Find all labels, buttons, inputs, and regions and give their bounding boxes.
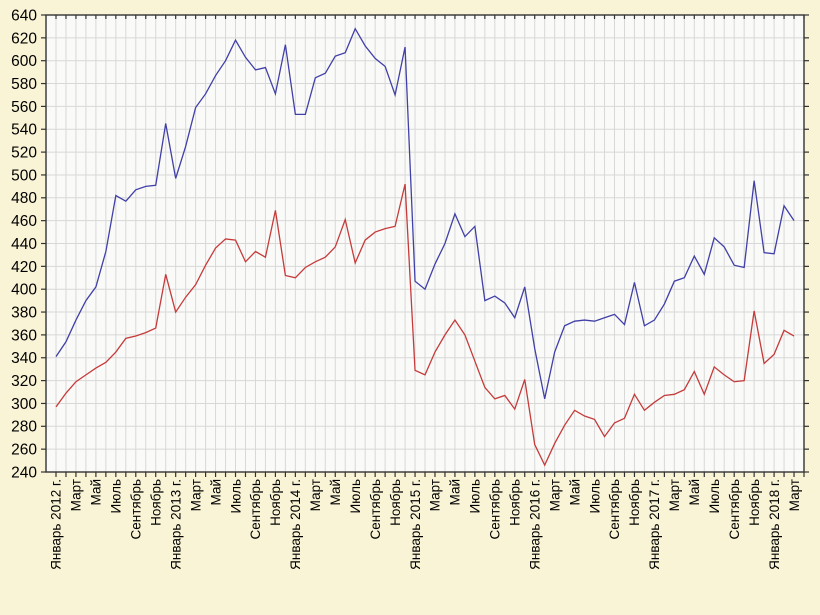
x-tick-label: Май xyxy=(89,479,104,505)
x-tick-label: Июль xyxy=(348,479,363,513)
y-tick-label: 580 xyxy=(11,76,37,93)
y-tick-label: 320 xyxy=(11,373,37,390)
x-tick-label: Сентябрь xyxy=(607,479,622,539)
x-tick-label: Май xyxy=(687,479,702,505)
x-tick-label: Июль xyxy=(707,479,722,513)
y-tick-label: 440 xyxy=(11,236,37,253)
x-tick-label: Ноябрь xyxy=(627,479,642,526)
y-tick-label: 400 xyxy=(11,282,37,299)
x-tick-label: Март xyxy=(787,479,802,511)
x-tick-label: Январь 2014 г. xyxy=(288,479,303,570)
axis-ticks xyxy=(41,14,809,477)
x-tick-label: Май xyxy=(208,479,223,505)
x-tick-label: Ноябрь xyxy=(388,479,403,526)
y-tick-label: 540 xyxy=(11,122,37,139)
x-tick-label: Июль xyxy=(109,479,124,513)
x-tick-label: Сентябрь xyxy=(368,479,383,539)
x-tick-label: Сентябрь xyxy=(129,479,144,539)
x-tick-label: Май xyxy=(567,479,582,505)
series-red-line xyxy=(55,183,795,467)
x-tick-label: Март xyxy=(428,479,443,511)
x-tick-label: Сентябрь xyxy=(248,479,263,539)
y-tick-label: 260 xyxy=(11,442,37,459)
y-tick-label: 620 xyxy=(11,30,37,47)
y-tick-label: 460 xyxy=(11,213,37,230)
x-tick-label: Март xyxy=(188,479,203,511)
x-tick-label: Январь 2015 г. xyxy=(408,479,423,570)
y-tick-label: 600 xyxy=(11,53,37,70)
y-tick-label: 360 xyxy=(11,327,37,344)
x-tick-label: Январь 2017 г. xyxy=(647,479,662,570)
y-tick-label: 380 xyxy=(11,304,37,321)
x-tick-label: Март xyxy=(308,479,323,511)
x-tick-label: Март xyxy=(69,479,84,511)
x-tick-label: Ноябрь xyxy=(747,479,762,526)
x-axis-labels: Январь 2012 г. Март Май Июль Сентябрь Ноябрь Я… xyxy=(49,479,802,570)
x-tick-label: Июль xyxy=(587,479,602,513)
y-axis-labels: 240 260 280 300 320 340 360 380 400 420 440 460 480 5… xyxy=(11,7,37,481)
x-tick-label: Ноябрь xyxy=(148,479,163,526)
y-tick-label: 420 xyxy=(11,259,37,276)
y-tick-label: 300 xyxy=(11,396,37,413)
x-tick-label: Март xyxy=(667,479,682,511)
x-tick-label: Январь 2012 г. xyxy=(49,479,64,570)
y-tick-label: 560 xyxy=(11,99,37,116)
y-tick-label: 500 xyxy=(11,167,37,184)
x-tick-label: Июль xyxy=(468,479,483,513)
x-tick-label: Январь 2016 г. xyxy=(527,479,542,570)
x-tick-label: Ноябрь xyxy=(268,479,283,526)
x-tick-label: Май xyxy=(448,479,463,505)
series-blue-line xyxy=(55,27,795,400)
x-tick-label: Сентябрь xyxy=(727,479,742,539)
y-tick-label: 280 xyxy=(11,419,37,436)
y-tick-label: 340 xyxy=(11,350,37,367)
x-tick-label: Январь 2018 г. xyxy=(767,479,782,570)
x-tick-label: Январь 2013 г. xyxy=(168,479,183,570)
x-tick-label: Ноябрь xyxy=(507,479,522,526)
x-tick-label: Сентябрь xyxy=(488,479,503,539)
plot-border xyxy=(45,14,805,473)
y-tick-label: 520 xyxy=(11,145,37,162)
y-tick-label: 480 xyxy=(11,190,37,207)
y-tick-label: 240 xyxy=(11,464,37,481)
x-tick-label: Июль xyxy=(228,479,243,513)
x-tick-label: Март xyxy=(547,479,562,511)
y-tick-label: 640 xyxy=(11,7,37,24)
x-tick-label: Май xyxy=(328,479,343,505)
grid-lines xyxy=(46,15,804,472)
